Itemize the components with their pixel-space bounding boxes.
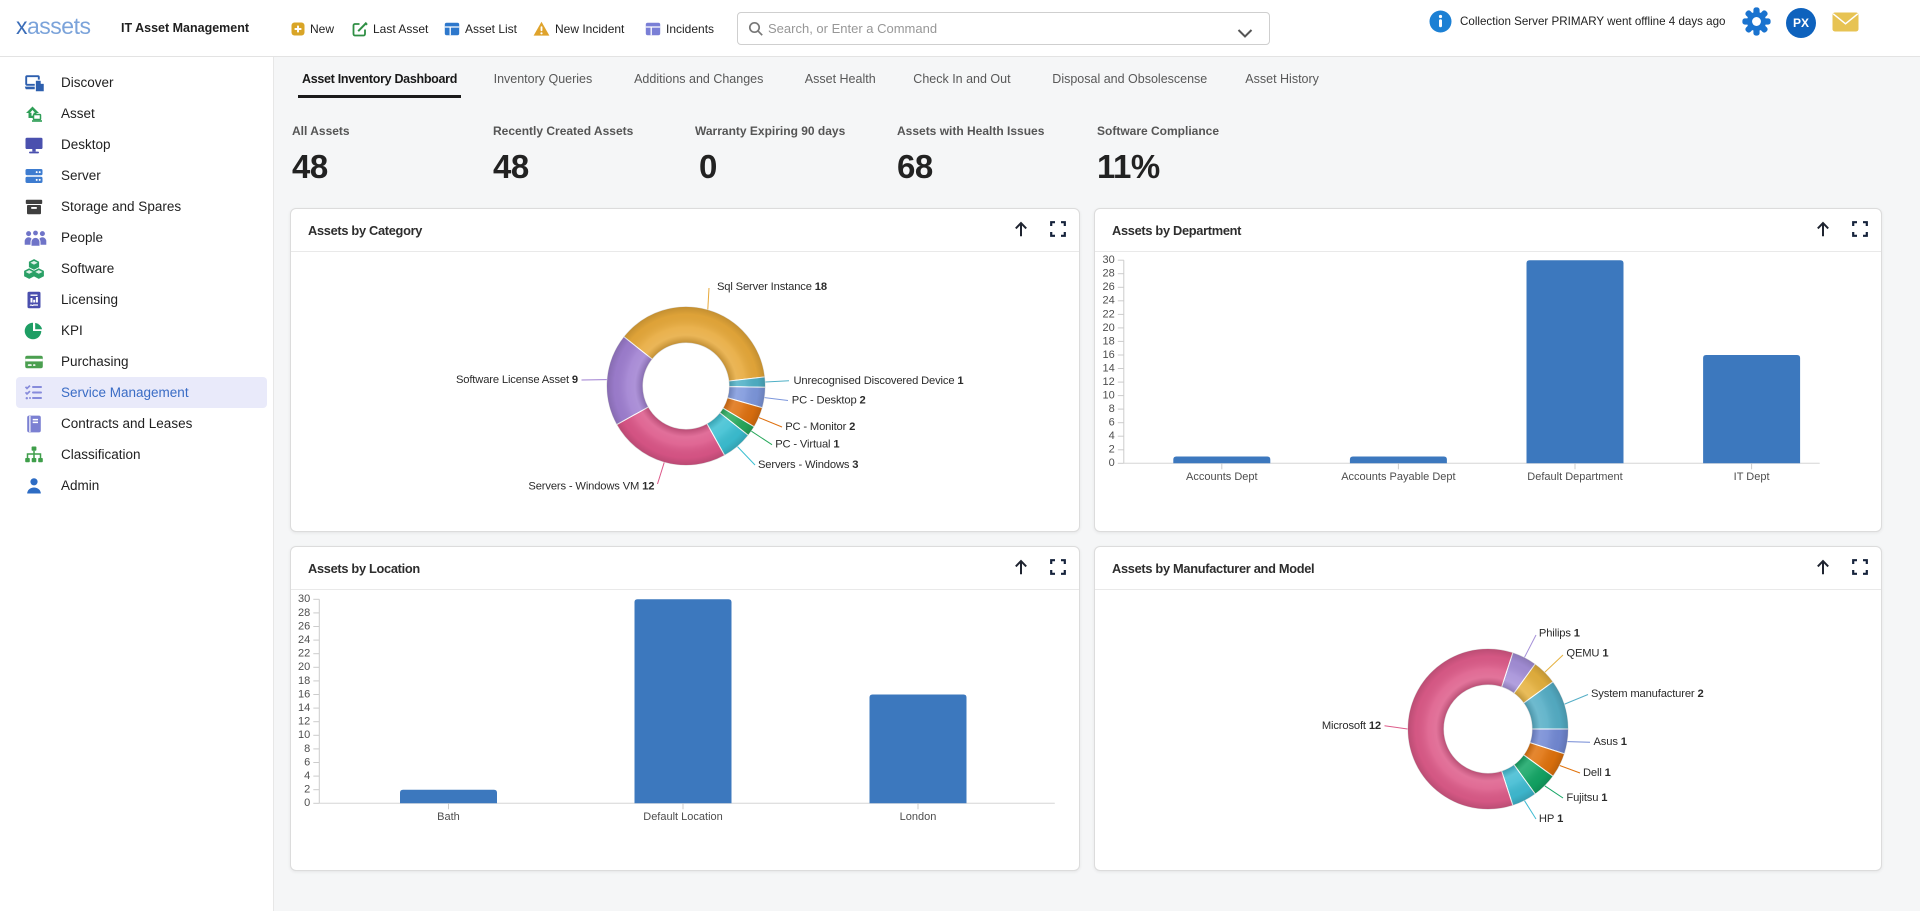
svg-text:10: 10 (1103, 390, 1115, 402)
svg-text:26: 26 (298, 620, 310, 632)
svg-text:28: 28 (298, 607, 310, 619)
svg-text:System manufacturer 2: System manufacturer 2 (1591, 688, 1704, 700)
svg-text:Bath: Bath (437, 811, 460, 823)
svg-text:12: 12 (1103, 376, 1115, 388)
svg-text:4: 4 (1109, 430, 1115, 442)
svg-text:PC - Desktop 2: PC - Desktop 2 (792, 394, 866, 406)
svg-text:14: 14 (298, 702, 310, 714)
svg-text:24: 24 (1103, 295, 1115, 307)
svg-text:Dell 1: Dell 1 (1583, 767, 1611, 779)
svg-text:10: 10 (298, 729, 310, 741)
svg-text:8: 8 (304, 743, 310, 755)
svg-text:24: 24 (298, 634, 310, 646)
svg-text:18: 18 (298, 675, 310, 687)
svg-text:HP 1: HP 1 (1539, 813, 1563, 825)
svg-text:4: 4 (304, 770, 310, 782)
svg-text:PC - Virtual 1: PC - Virtual 1 (775, 439, 839, 451)
svg-text:Microsoft 12: Microsoft 12 (1322, 720, 1381, 732)
svg-text:26: 26 (1103, 281, 1115, 293)
svg-text:16: 16 (1103, 349, 1115, 361)
svg-text:6: 6 (1109, 417, 1115, 429)
svg-text:30: 30 (1103, 254, 1115, 266)
svg-text:20: 20 (1103, 322, 1115, 334)
svg-text:0: 0 (304, 797, 310, 809)
svg-text:PC - Monitor 2: PC - Monitor 2 (785, 421, 855, 433)
svg-text:28: 28 (1103, 268, 1115, 280)
svg-text:Software License Asset 9: Software License Asset 9 (456, 374, 578, 386)
svg-text:14: 14 (1103, 362, 1115, 374)
svg-text:Accounts Payable Dept: Accounts Payable Dept (1341, 471, 1455, 483)
svg-text:Default Department: Default Department (1527, 471, 1622, 483)
svg-text:22: 22 (298, 648, 310, 660)
svg-text:Philips 1: Philips 1 (1539, 627, 1580, 639)
svg-text:16: 16 (298, 688, 310, 700)
svg-text:Sql Server Instance 18: Sql Server Instance 18 (717, 281, 827, 293)
svg-text:IT Dept: IT Dept (1734, 471, 1770, 483)
svg-text:Servers - Windows 3: Servers - Windows 3 (758, 459, 858, 471)
svg-text:2: 2 (304, 784, 310, 796)
svg-text:Unrecognised Discovered Device: Unrecognised Discovered Device 1 (794, 375, 964, 387)
svg-text:8: 8 (1109, 403, 1115, 415)
svg-text:6: 6 (304, 756, 310, 768)
svg-text:2: 2 (1109, 444, 1115, 456)
svg-text:22: 22 (1103, 308, 1115, 320)
svg-text:18: 18 (1103, 335, 1115, 347)
svg-text:20: 20 (298, 661, 310, 673)
svg-text:QEMU 1: QEMU 1 (1566, 647, 1608, 659)
svg-text:Fujitsu 1: Fujitsu 1 (1566, 792, 1607, 804)
svg-text:Accounts Dept: Accounts Dept (1186, 471, 1258, 483)
svg-text:30: 30 (298, 593, 310, 605)
svg-text:Default Location: Default Location (643, 811, 723, 823)
svg-text:Servers - Windows VM 12: Servers - Windows VM 12 (528, 481, 654, 493)
svg-text:London: London (900, 811, 937, 823)
svg-text:12: 12 (298, 716, 310, 728)
svg-text:0: 0 (1109, 457, 1115, 469)
svg-text:Asus 1: Asus 1 (1594, 736, 1627, 748)
